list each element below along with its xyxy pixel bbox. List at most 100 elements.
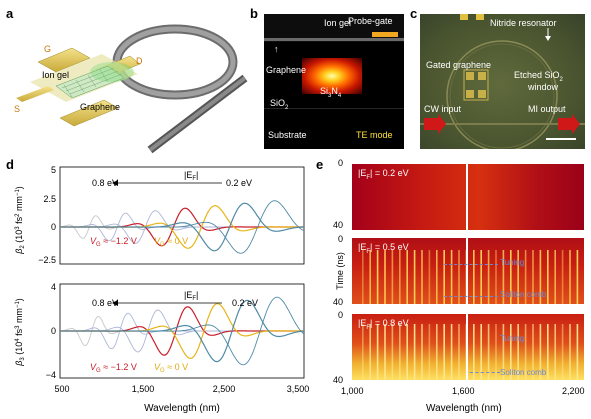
comb-line [443, 250, 445, 304]
comb-line [384, 250, 386, 304]
comb-line [458, 250, 460, 304]
label-d: D [136, 56, 143, 66]
panel-d-plots: 5 2.5 0 −2.5 4 0 −4 500 1,500 2,500 3,50… [14, 165, 309, 414]
comb-line [473, 250, 475, 304]
comb-line [450, 324, 453, 380]
panel-b-cross-section: Ion gel Probe-gate Graphene ↑ Si3N4 SiO2… [264, 14, 404, 149]
comb-line [487, 250, 490, 304]
tuning-line [444, 264, 498, 265]
y-tick-label: −4 [46, 370, 56, 380]
comb-line [495, 250, 497, 304]
panel-e-heatmaps: |EF| = 0.2 eV |EF| = 0.5 eV Tuning Solit… [352, 164, 584, 380]
label-0-8ev-top: 0.8 eV [92, 178, 118, 188]
comb-line [576, 250, 579, 304]
heatmap-0-8ev: |EF| = 0.8 eV Tuning Soliton comb [352, 314, 584, 380]
e-x-tick-2: 2,200 [562, 386, 585, 396]
dispersion-curves-top [59, 200, 305, 254]
label-te-mode: TE mode [356, 130, 393, 140]
label-nitride: Nitride resonator [490, 18, 557, 28]
e-t0-2: 0 [338, 234, 344, 244]
comb-line [517, 250, 519, 304]
scale-bar [546, 138, 576, 140]
plot-frame-top [59, 166, 305, 265]
arrow-graphene: ↑ [274, 44, 279, 54]
panel-letter-d: d [6, 157, 14, 172]
comb-line [369, 250, 371, 304]
side-contact [16, 86, 54, 102]
y-axis-label-top: β2 (103 fs2 mm−1) [14, 186, 26, 255]
label-sin: Si3N4 [320, 86, 342, 99]
gate-contact [37, 47, 91, 73]
panel-letter-c: c [410, 6, 418, 21]
source-contact [59, 99, 119, 127]
x-tick-label: 1,500 [132, 384, 155, 394]
label-0-8ev-bottom: 0.8 eV [92, 298, 118, 308]
panel-a-schematic: G D S Ion gel Graphene [14, 24, 248, 154]
x-axis-label-e: Wavelength (nm) [426, 403, 502, 414]
comb-line [539, 250, 542, 304]
label-tuning-0-5: Tuning [500, 258, 525, 267]
x-tick-label: 500 [54, 384, 69, 394]
comb-line [428, 250, 431, 304]
comb-line [502, 250, 505, 304]
e-t0-3: 0 [338, 310, 344, 320]
comb-line [421, 250, 423, 304]
x-tick-label: 2,500 [213, 384, 236, 394]
label-gated-graphene: Gated graphene [426, 60, 492, 70]
label-0-2ev-top: 0.2 eV [226, 178, 252, 188]
panel-letter-b: b [250, 6, 258, 21]
comb-line [376, 250, 379, 304]
comb-line [399, 250, 401, 304]
te-mode-profile [302, 58, 362, 94]
comb-line [443, 324, 445, 380]
label-soliton-0-5: Soliton comb [500, 290, 547, 299]
e-t1-1: 40 [333, 220, 344, 230]
dispersion-curve [60, 200, 305, 254]
e-t0-1: 0 [338, 158, 344, 168]
label-ion-gel: Ion gel [42, 70, 69, 80]
x-ticks-d: 500 1,500 2,500 3,500 [54, 384, 309, 394]
label-probe-gate: Probe-gate [348, 16, 393, 26]
soliton-line [444, 296, 498, 297]
top-pad-1 [460, 14, 468, 20]
comb-line [406, 250, 408, 304]
label-cw-input: CW input [424, 104, 462, 114]
panel-letter-a: a [6, 6, 14, 21]
comb-line [532, 250, 534, 304]
comb-line [510, 324, 512, 380]
label-mi-output: MI output [528, 104, 566, 114]
pump-line [466, 314, 468, 380]
label-ef-top: |EF| [184, 170, 198, 182]
label-ef-0-2: |EF| = 0.2 eV [358, 168, 409, 181]
comb-line [362, 250, 364, 304]
heatmap-0-5ev: |EF| = 0.5 eV Tuning Soliton comb [352, 238, 584, 304]
comb-line [384, 324, 386, 380]
comb-line [450, 250, 453, 304]
top-pad-2 [476, 14, 484, 20]
y-ticks-top: 5 2.5 0 −2.5 [38, 165, 56, 265]
comb-line [569, 250, 571, 304]
comb-line [495, 324, 497, 380]
label-sio2: SiO2 [270, 98, 289, 111]
comb-line [576, 324, 579, 380]
label-substrate: Substrate [268, 130, 307, 140]
comb-line [547, 250, 549, 304]
label-vg-red-bottom: VG ≈ −1.2 V [90, 362, 137, 374]
comb-line [561, 324, 564, 380]
e-x-tick-1: 1,600 [452, 386, 475, 396]
comb-line [362, 324, 364, 380]
comb-line [436, 324, 438, 380]
y-tick-label: −2.5 [38, 255, 56, 265]
ring-outline [446, 40, 558, 149]
comb-line [569, 324, 571, 380]
pump-line [466, 164, 468, 230]
label-tuning-0-8: Tuning [500, 334, 525, 343]
comb-line [369, 324, 371, 380]
comb-line [532, 324, 534, 380]
comb-line [399, 324, 401, 380]
y-axis-label-bottom: β3 (104 fs3 mm−1) [14, 298, 26, 367]
comb-line [554, 250, 556, 304]
comb-line [517, 324, 519, 380]
label-ion-gel-b: Ion gel [324, 18, 352, 28]
label-vg-yellow-bottom: VG ≈ 0 V [154, 362, 188, 374]
